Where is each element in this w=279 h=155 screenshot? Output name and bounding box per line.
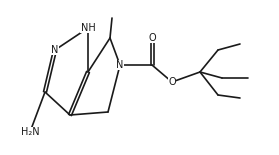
Text: NH: NH — [81, 23, 95, 33]
Text: H₂N: H₂N — [21, 127, 39, 137]
Text: N: N — [116, 60, 124, 70]
Text: O: O — [168, 77, 176, 87]
Text: N: N — [51, 45, 59, 55]
Text: O: O — [148, 33, 156, 43]
